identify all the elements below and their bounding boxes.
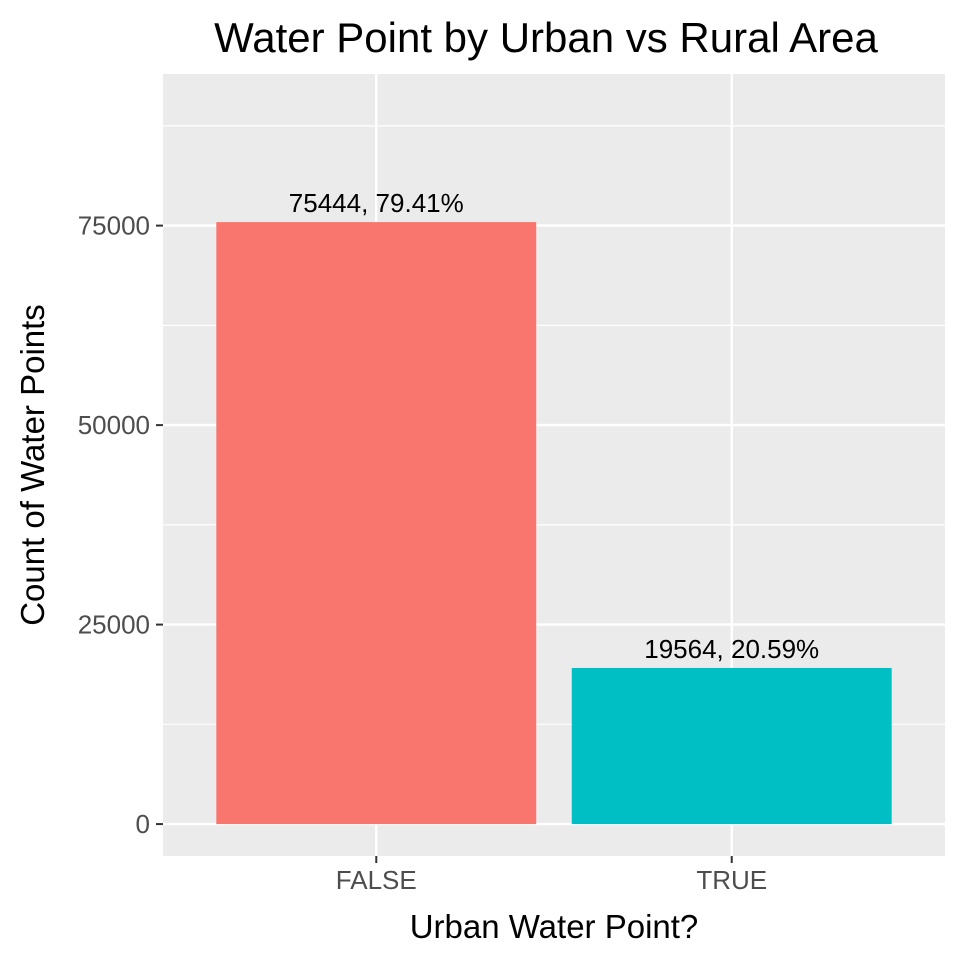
y-axis-title: Count of Water Points (14, 304, 51, 626)
bars (216, 222, 892, 825)
y-tick-label: 75000 (78, 211, 150, 241)
bar-true (571, 667, 892, 825)
y-tick-label: 25000 (78, 610, 150, 640)
data-label-true: 19564, 20.59% (644, 634, 819, 664)
x-axis-title: Urban Water Point? (410, 908, 699, 945)
chart-title: Water Point by Urban vs Rural Area (214, 14, 878, 61)
data-labels: 75444, 79.41% 19564, 20.59% (289, 188, 819, 664)
x-tick-label: FALSE (336, 865, 417, 895)
data-label-false: 75444, 79.41% (289, 188, 464, 218)
y-tick-label: 0 (136, 809, 150, 839)
x-tick-label: TRUE (696, 865, 767, 895)
bar-false (216, 222, 537, 825)
y-axis: 0 25000 50000 75000 (78, 211, 163, 839)
x-axis: FALSE TRUE (336, 856, 767, 895)
y-tick-label: 50000 (78, 410, 150, 440)
